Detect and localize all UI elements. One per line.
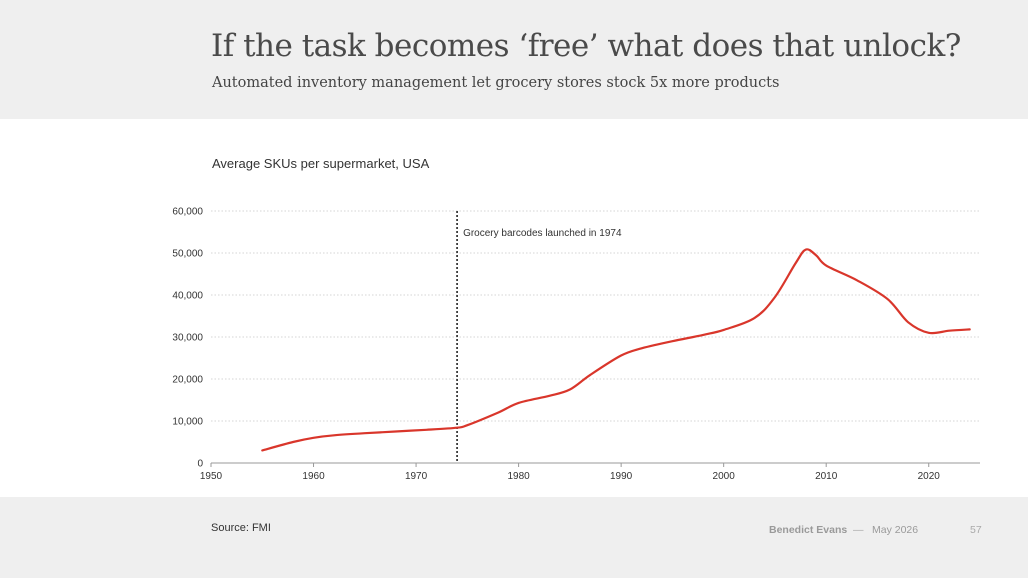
x-tick-label: 1980 (507, 471, 530, 482)
y-tick-label: 50,000 (172, 249, 203, 260)
series-line (261, 248, 971, 452)
x-axis-ticks: 1950 1960 1970 1980 1990 2000 2010 2020 (200, 463, 940, 482)
footer-date: May 2026 (872, 524, 919, 536)
source-note: Source: FMI (211, 522, 271, 534)
annotation-group: Grocery barcodes launched in 1974 (456, 211, 622, 463)
page-number: 57 (970, 524, 982, 536)
page-subtitle: Automated inventory management let groce… (212, 75, 780, 91)
y-tick-label: 10,000 (172, 417, 203, 428)
x-tick-label: 2000 (713, 471, 736, 482)
x-tick-label: 1990 (610, 471, 633, 482)
y-tick-label: 40,000 (172, 291, 203, 302)
y-tick-label: 0 (197, 459, 203, 470)
x-tick-label: 2020 (918, 471, 941, 482)
x-tick-label: 1950 (200, 471, 223, 482)
chart-title: Average SKUs per supermarket, USA (212, 156, 430, 171)
line-chart: 0 10,000 20,000 30,000 40,000 50,000 60,000 19… (172, 207, 980, 482)
footer-band: Source: FMI Benedict Evans — May 2026 57 (0, 497, 1028, 578)
x-tick-label: 2010 (815, 471, 838, 482)
page-title: If the task becomes ‘free’ what does tha… (211, 28, 961, 64)
footer-separator: — (853, 524, 864, 536)
y-tick-label: 30,000 (172, 333, 203, 344)
chart-grid (211, 210, 980, 422)
x-tick-label: 1970 (405, 471, 428, 482)
author-name: Benedict Evans (769, 524, 848, 536)
y-tick-label: 60,000 (172, 207, 203, 218)
x-tick-label: 1960 (302, 471, 325, 482)
y-axis-ticks: 0 10,000 20,000 30,000 40,000 50,000 60,000 (172, 207, 203, 470)
y-tick-label: 20,000 (172, 375, 203, 386)
header-band: If the task becomes ‘free’ what does tha… (0, 0, 1028, 119)
annotation-label: Grocery barcodes launched in 1974 (463, 228, 622, 239)
